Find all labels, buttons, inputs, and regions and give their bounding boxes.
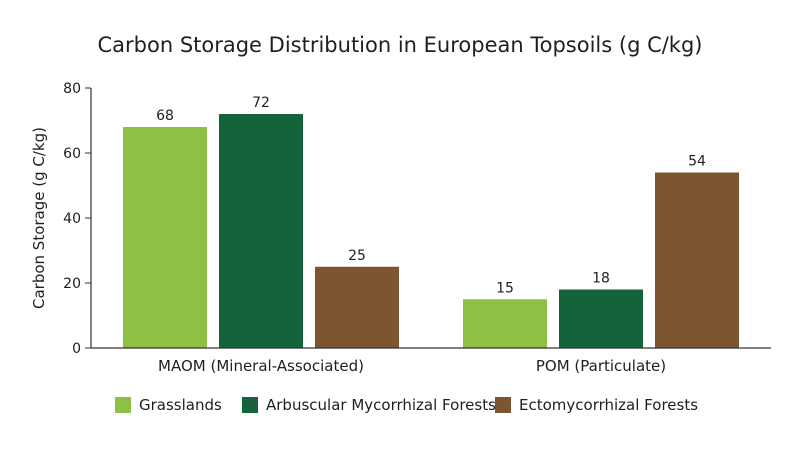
bar-value-labels: 68 72 25 15 18 54: [156, 95, 706, 296]
bar-value-label: 25: [348, 248, 366, 264]
legend-label: Ectomycorrhizal Forests: [519, 396, 698, 414]
bar: [559, 289, 643, 348]
bar-value-label: 72: [252, 95, 270, 111]
legend-swatch: [115, 397, 131, 413]
x-axis-category-labels: MAOM (Mineral-Associated) POM (Particulat…: [158, 357, 666, 375]
bar: [219, 114, 303, 348]
legend-swatch: [495, 397, 511, 413]
y-tick-label: 20: [63, 276, 81, 292]
x-category-label: MAOM (Mineral-Associated): [158, 357, 364, 375]
y-tick-label: 0: [72, 341, 81, 357]
legend-item: Grasslands: [115, 396, 222, 414]
bar-value-label: 15: [496, 280, 514, 296]
bar-series: [123, 114, 739, 348]
bar-value-label: 54: [688, 154, 706, 170]
bar: [463, 299, 547, 348]
y-tick-label: 80: [63, 81, 81, 97]
y-tick-label: 60: [63, 146, 81, 162]
legend-item: Arbuscular Mycorrhizal Forests: [242, 396, 496, 414]
bar-value-label: 18: [592, 271, 610, 287]
bar: [655, 172, 739, 348]
y-axis-label: Carbon Storage (g C/kg): [30, 127, 48, 309]
legend-item: Ectomycorrhizal Forests: [495, 396, 698, 414]
legend-label: Arbuscular Mycorrhizal Forests: [266, 396, 496, 414]
x-category-label: POM (Particulate): [536, 357, 666, 375]
y-axis-ticks: 0 20 40 60 80: [63, 81, 91, 357]
y-tick-label: 40: [63, 211, 81, 227]
legend-swatch: [242, 397, 258, 413]
bar: [123, 127, 207, 348]
legend-label: Grasslands: [139, 396, 222, 414]
chart-title: Carbon Storage Distribution in European …: [97, 33, 702, 57]
bar-value-label: 68: [156, 108, 174, 124]
bar: [315, 266, 399, 348]
legend: Grasslands Arbuscular Mycorrhizal Forests…: [115, 396, 698, 414]
